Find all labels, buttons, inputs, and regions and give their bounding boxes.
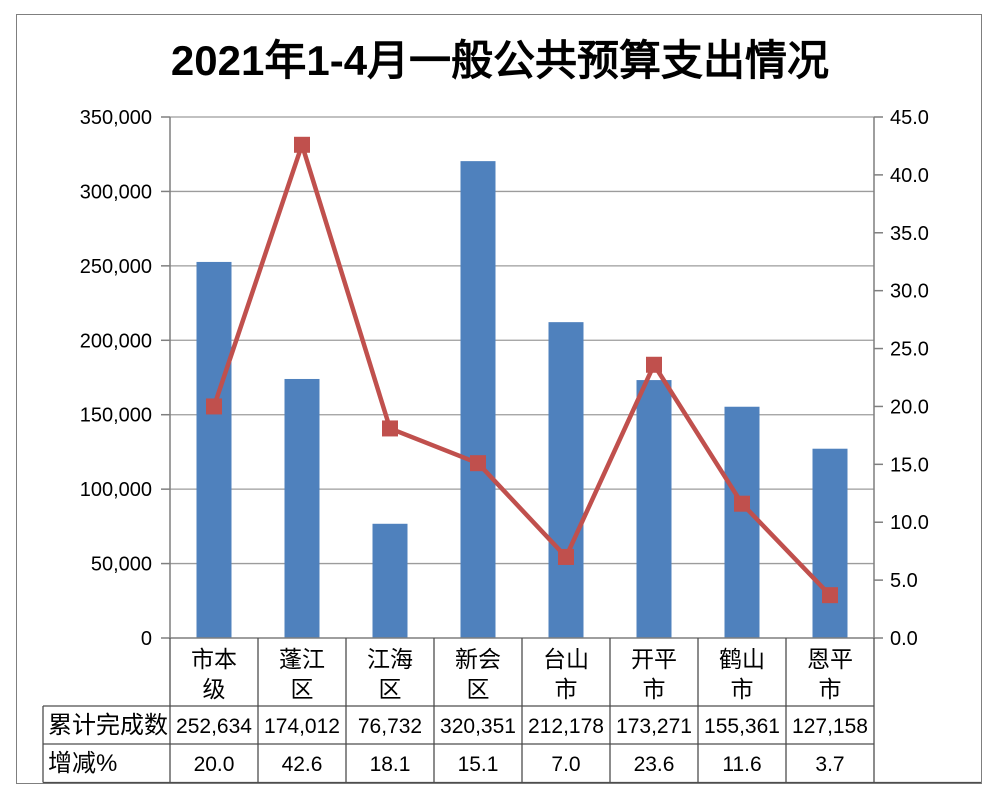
- category-label: 市: [731, 676, 754, 702]
- table-value: 23.6: [634, 753, 675, 776]
- right-axis-label: 10.0: [890, 512, 929, 534]
- right-axis-label: 15.0: [890, 454, 929, 476]
- right-axis-label: 35.0: [890, 223, 929, 245]
- table-row-label: 增减%: [48, 750, 117, 777]
- category-label: 区: [467, 676, 490, 702]
- category-label: 江海: [367, 646, 413, 672]
- bar: [636, 380, 672, 638]
- category-label: 台山: [543, 646, 589, 672]
- table-value: 252,634: [176, 715, 252, 738]
- left-axis-label: 150,000: [80, 405, 152, 427]
- left-axis-label: 350,000: [80, 107, 152, 129]
- category-label: 新会: [455, 646, 501, 672]
- category-label: 市: [643, 676, 666, 702]
- table-value: 18.1: [370, 753, 411, 776]
- bar: [372, 523, 408, 638]
- bar: [460, 161, 496, 639]
- category-label: 市本: [191, 646, 237, 672]
- category-label: 蓬江: [279, 646, 325, 672]
- left-axis-label: 200,000: [80, 330, 152, 352]
- table-row-label: 累计完成数: [48, 712, 168, 739]
- line-marker: [646, 356, 662, 373]
- table-value: 76,732: [358, 715, 422, 738]
- line-marker: [206, 398, 222, 415]
- line-marker: [734, 495, 750, 512]
- bar: [724, 406, 760, 638]
- category-label: 区: [379, 676, 402, 702]
- right-axis-label: 0.0: [890, 628, 918, 650]
- table-value: 320,351: [440, 715, 516, 738]
- left-axis-label: 100,000: [80, 479, 152, 501]
- table-value: 173,271: [616, 715, 692, 738]
- bar: [284, 378, 320, 638]
- line-marker: [294, 136, 310, 153]
- left-axis-label: 300,000: [80, 181, 152, 203]
- category-label: 恩平: [807, 646, 853, 672]
- left-axis-label: 0: [141, 628, 152, 650]
- line-marker: [382, 420, 398, 437]
- table-value: 127,158: [792, 715, 868, 738]
- bar: [196, 261, 232, 638]
- category-label: 级: [203, 676, 226, 702]
- line-marker: [822, 587, 838, 604]
- chart-frame: [16, 14, 982, 784]
- bar: [812, 448, 848, 638]
- table-value: 11.6: [722, 753, 761, 776]
- category-label: 市: [555, 676, 578, 702]
- line-marker: [558, 548, 574, 565]
- table-value: 20.0: [194, 753, 235, 776]
- right-axis-label: 30.0: [890, 281, 929, 303]
- right-axis-label: 5.0: [890, 570, 918, 592]
- line-series: [211, 142, 832, 597]
- right-axis-label: 45.0: [890, 107, 929, 129]
- table-value: 42.6: [282, 753, 323, 776]
- left-axis-label: 250,000: [80, 256, 152, 278]
- table-value: 15.1: [458, 753, 499, 776]
- right-axis-label: 25.0: [890, 339, 929, 361]
- table-value: 3.7: [815, 753, 844, 776]
- table-value: 7.0: [551, 753, 580, 776]
- category-label: 鹤山: [719, 646, 765, 672]
- chart-title: 2021年1-4月一般公共预算支出情况: [170, 37, 830, 84]
- line-marker: [470, 455, 486, 472]
- bar: [548, 322, 584, 638]
- right-axis-label: 20.0: [890, 396, 929, 418]
- table-value: 155,361: [704, 715, 780, 738]
- left-axis-label: 50,000: [91, 554, 152, 576]
- category-label: 区: [291, 676, 314, 702]
- category-label: 开平: [631, 646, 677, 672]
- table-value: 212,178: [528, 715, 604, 738]
- right-axis-label: 40.0: [890, 165, 929, 187]
- table-value: 174,012: [264, 715, 340, 738]
- category-label: 市: [819, 676, 842, 702]
